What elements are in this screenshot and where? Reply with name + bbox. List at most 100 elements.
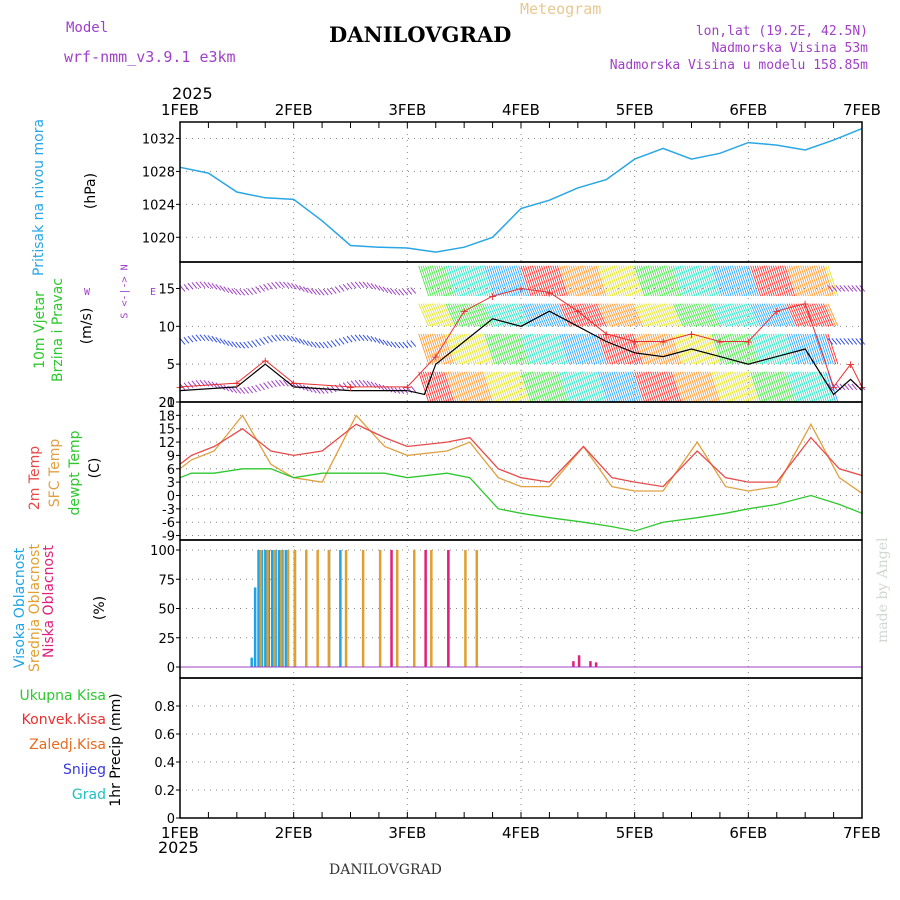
wind-barb <box>334 286 341 293</box>
wind-barb <box>187 381 194 388</box>
time-label-bottom: 5FEB <box>616 824 654 842</box>
wind-barb <box>820 333 832 365</box>
wind-barb <box>500 333 511 365</box>
wind-barb <box>827 303 839 327</box>
wind-barb <box>677 265 689 297</box>
wind-barb <box>461 333 473 365</box>
wind-barb <box>493 333 505 365</box>
y-tick-label: 1024 <box>142 198 175 213</box>
wind-barb <box>468 371 480 403</box>
wind-barb <box>516 303 527 327</box>
wind-barb <box>647 265 659 297</box>
gust-line <box>179 287 863 388</box>
altitude-label: Nadmorska Visina 53m <box>711 41 868 56</box>
wind-barb <box>697 303 709 327</box>
wind-barb <box>600 265 611 297</box>
y-tick-label: 100 <box>150 544 175 559</box>
wind-barb <box>593 333 605 365</box>
wind-barb <box>607 265 618 297</box>
wind-barb <box>390 288 397 295</box>
wind-barb <box>847 338 854 345</box>
wind-compass-w: W <box>84 287 91 298</box>
wind-barb <box>326 288 333 295</box>
wind-barb <box>743 303 755 327</box>
wind-barb <box>766 303 777 327</box>
wind-barb <box>634 333 646 365</box>
wind-barb <box>772 371 784 403</box>
wind-barb <box>215 336 222 344</box>
wind-barb <box>322 288 329 296</box>
wind-barb <box>358 281 365 289</box>
wind-barb <box>422 265 434 297</box>
wind-barb <box>491 371 502 403</box>
wind-barb <box>647 333 659 365</box>
wind-barb <box>725 303 736 327</box>
wind-barb <box>593 303 605 327</box>
wind-barb <box>772 303 784 327</box>
wind-barb <box>427 333 439 365</box>
wind-barb <box>322 341 329 349</box>
wind-barb <box>682 371 693 403</box>
wind-barb <box>738 265 750 297</box>
wind-barb <box>271 335 277 342</box>
wind-barb <box>672 303 684 327</box>
high-cloud-bar <box>250 657 253 667</box>
y-tick-label: 25 <box>158 632 175 647</box>
wind-barb <box>809 303 821 327</box>
model-name: wrf-nmm_v3.9.1 e3km <box>64 48 236 66</box>
wind-barb <box>804 371 816 403</box>
mid-cloud-bar <box>361 550 365 667</box>
wind-barb <box>429 303 441 327</box>
wind-barb <box>338 338 345 345</box>
wind-barb <box>777 265 789 297</box>
wind-barb <box>750 333 761 365</box>
wind-barb <box>488 265 500 297</box>
wind-barb <box>386 287 393 295</box>
wind-barb <box>362 334 369 342</box>
wind-barb <box>532 303 543 327</box>
wind-barb <box>475 265 486 297</box>
wind-barb <box>682 303 693 327</box>
wind-barb <box>843 338 850 345</box>
wind-barb <box>382 286 389 294</box>
wind-barb <box>668 371 680 403</box>
wind-barb <box>484 371 496 403</box>
wind-barb <box>827 333 839 365</box>
wind-barb <box>622 303 634 327</box>
wind-barb <box>763 303 775 327</box>
wind-barb <box>622 371 634 403</box>
wind-barb <box>782 265 793 297</box>
wind-barb <box>629 371 641 403</box>
wind-barb <box>239 288 246 296</box>
wind-barb <box>547 371 559 403</box>
wind-barb <box>513 265 525 297</box>
y-tick-label: 3 <box>167 476 175 491</box>
wind-barb <box>513 371 525 403</box>
wind-barb <box>725 333 736 365</box>
wind-barb <box>634 265 646 297</box>
wind-barb <box>713 265 725 297</box>
wind-barb <box>525 371 536 403</box>
wind-barb <box>382 339 389 347</box>
gust-marker: + <box>545 286 554 299</box>
wind-barb <box>725 371 736 403</box>
gust-marker: + <box>232 377 241 390</box>
wind-barb <box>346 282 353 290</box>
wind-barb <box>484 265 496 297</box>
wind-barb <box>613 333 625 365</box>
model-altitude-label: Nadmorska Visina u modelu 158.85m <box>609 58 868 73</box>
wind-barb <box>777 303 789 327</box>
wind-barb <box>529 303 541 327</box>
high-cloud-bar <box>277 550 281 667</box>
wind-barb <box>559 333 571 365</box>
mid-cloud-bar <box>280 550 283 667</box>
wind-barb <box>431 303 443 327</box>
wind-barb <box>600 303 611 327</box>
wind-barb <box>550 371 561 403</box>
wind-barb <box>318 288 325 296</box>
wind-barb <box>595 333 607 365</box>
wind-barb <box>438 371 450 403</box>
wind-barb <box>784 303 796 327</box>
wind-barb <box>350 282 357 289</box>
low-cloud-bar <box>572 661 575 667</box>
